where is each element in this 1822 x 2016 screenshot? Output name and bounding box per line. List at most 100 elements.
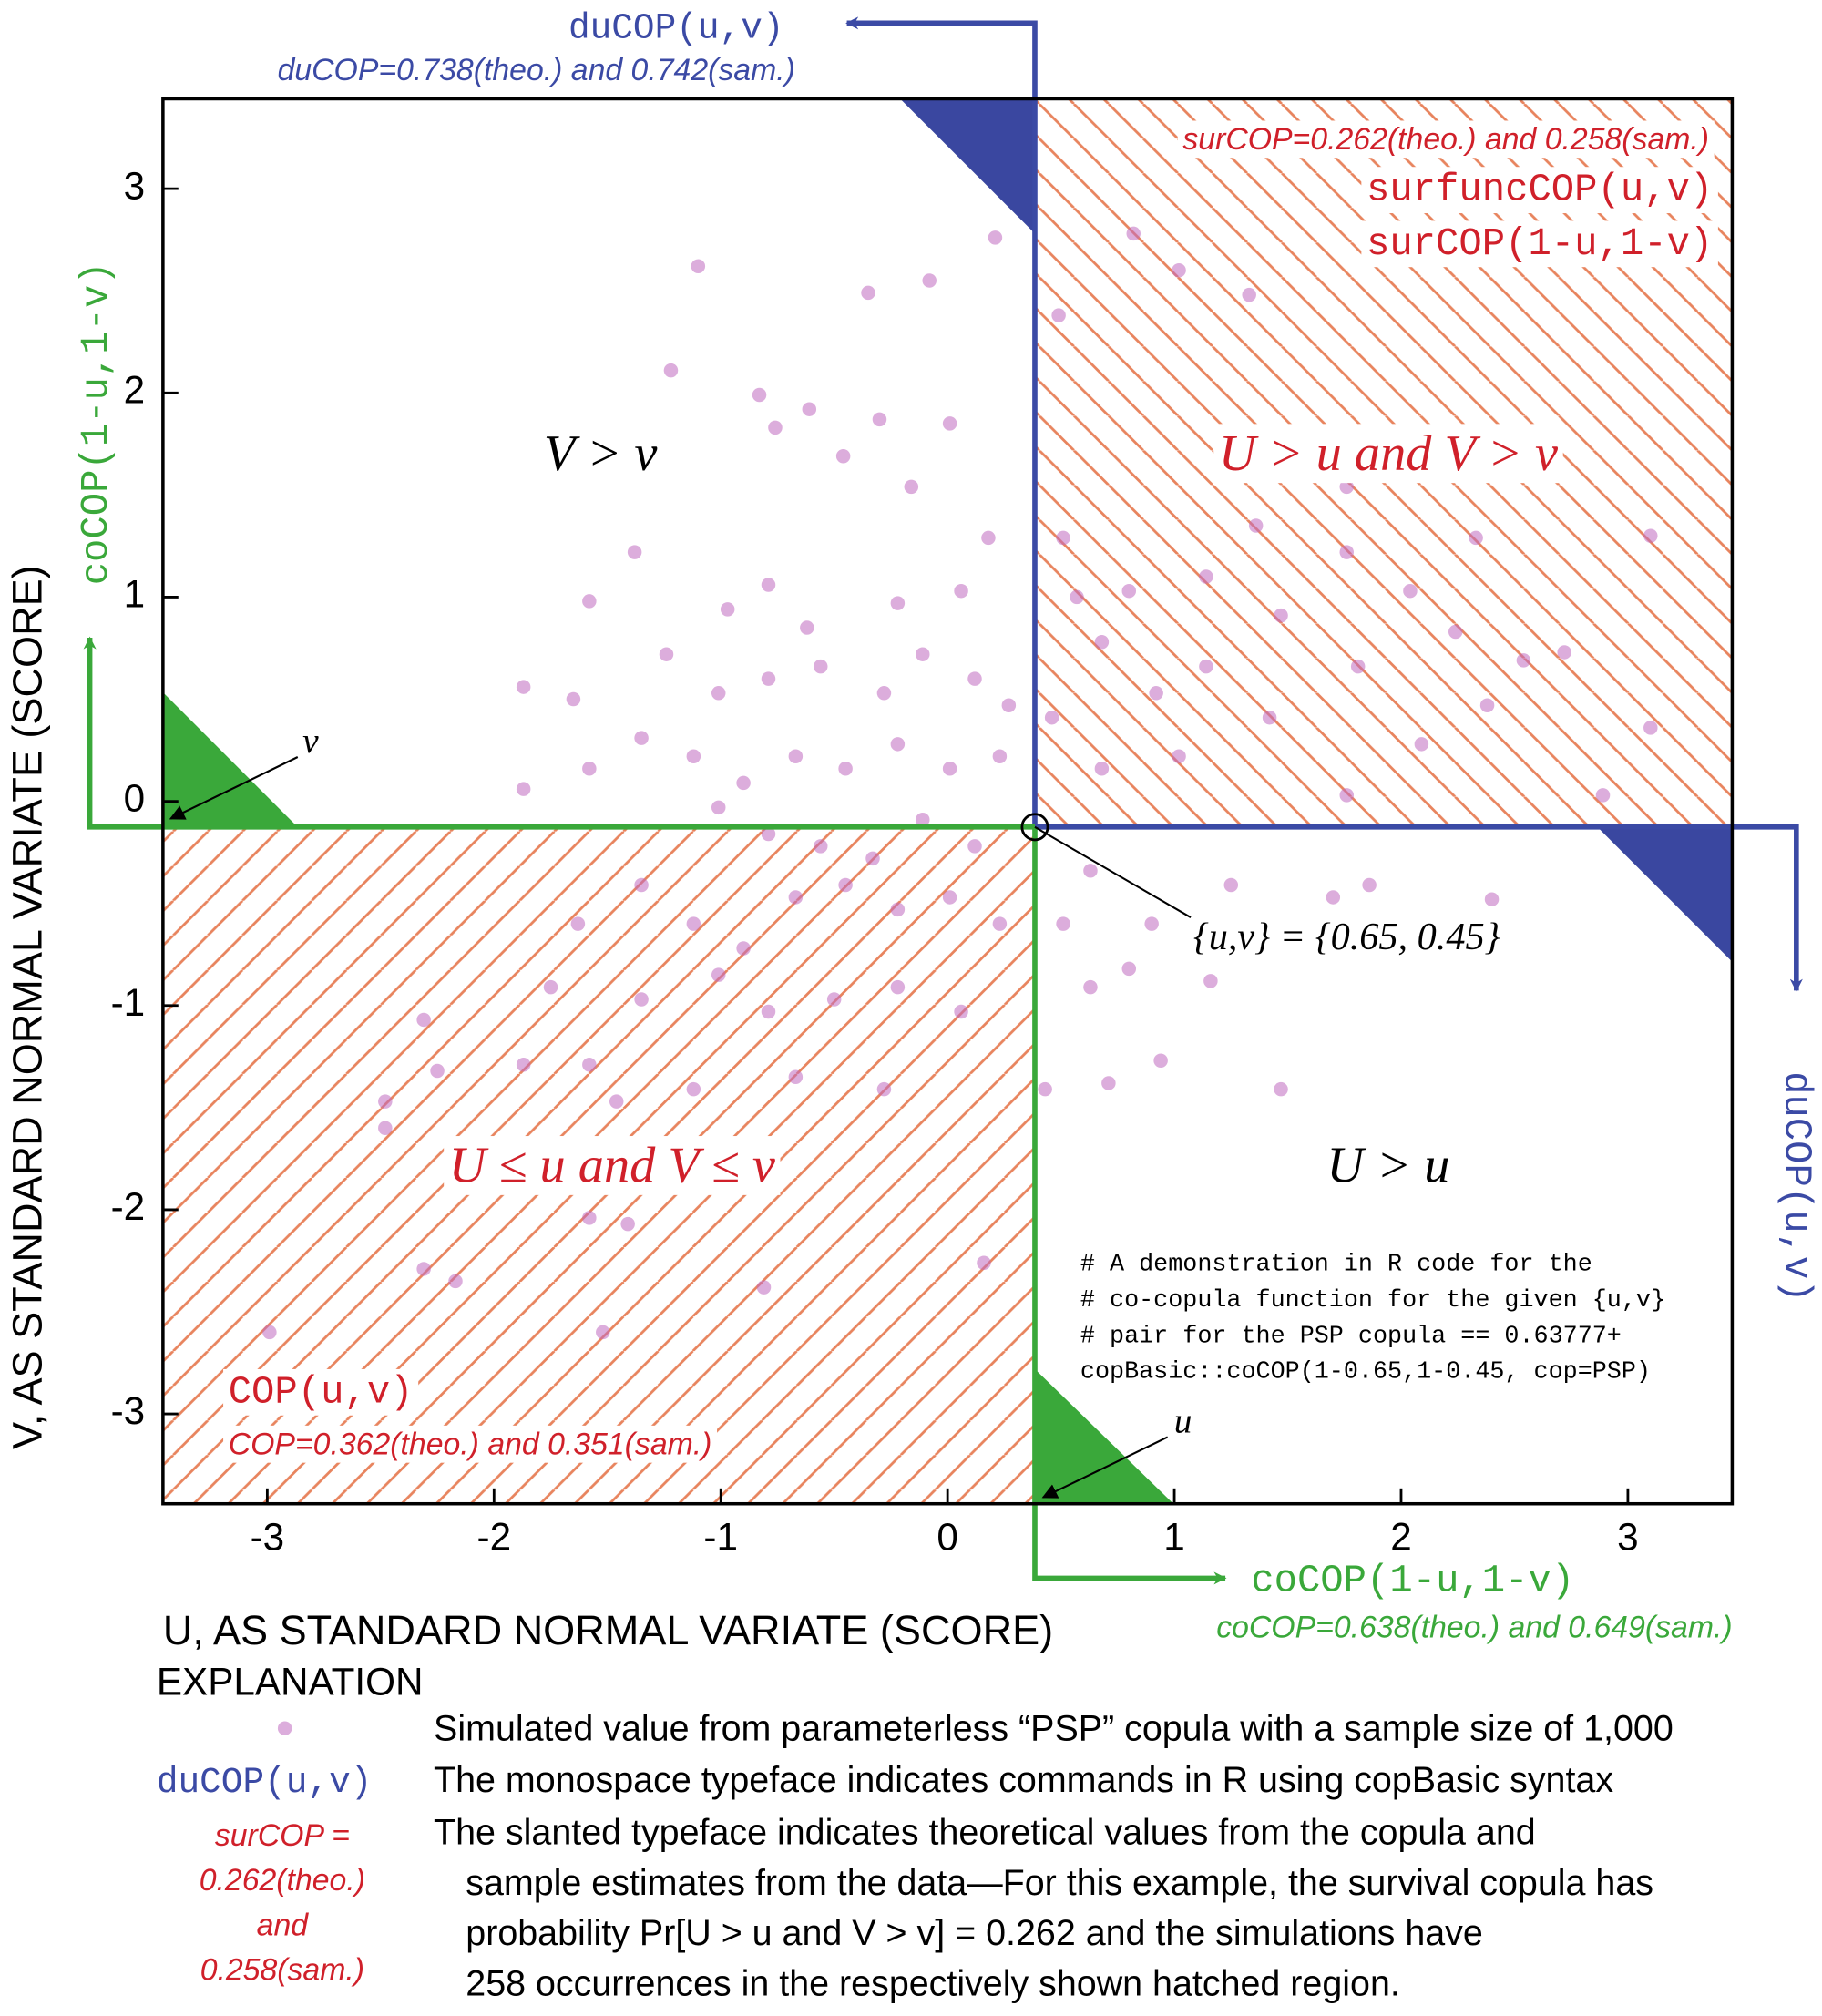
scatter-point — [566, 691, 581, 707]
scatter-point — [1403, 583, 1418, 599]
scatter-point — [1350, 659, 1366, 674]
scatter-point — [634, 731, 649, 745]
leader — [1041, 1436, 1169, 1499]
label-background — [444, 1136, 781, 1195]
scatter-point — [916, 647, 930, 661]
scatter-point — [761, 826, 776, 842]
scatter-point — [890, 902, 906, 917]
scatter-point — [1199, 569, 1213, 584]
legend-text: The slanted typeface indicates theoretic… — [434, 1813, 1536, 1853]
annotation: coCOP=0.638(theo.) and 0.649(sam.) — [1216, 1611, 1732, 1645]
scatter-point — [543, 979, 558, 995]
legend-symbol: 0.258(sam.) — [200, 1953, 364, 1988]
uv-point — [1020, 813, 1049, 842]
legend-text: Simulated value from parameterless “PSP”… — [434, 1708, 1674, 1748]
legend-symbol: 0.262(theo.) — [200, 1863, 365, 1898]
scatter-point — [634, 992, 649, 1007]
scatter-point — [800, 620, 814, 635]
annotation: duCOP=0.738(theo.) and 0.742(sam.) — [278, 53, 795, 87]
scatter-point — [1094, 635, 1110, 650]
x-axis-label: U, AS STANDARD NORMAL VARIATE (SCORE) — [163, 1607, 1053, 1653]
legend-text: 258 occurrences in the respectively show… — [466, 1964, 1400, 2004]
scatter-point — [752, 387, 767, 403]
annotation: V > v — [544, 425, 658, 482]
code-line: # A demonstration in R code for the — [1080, 1251, 1592, 1278]
scatter-point — [813, 839, 828, 854]
scatter-point — [768, 420, 783, 435]
scatter-point — [1248, 518, 1264, 533]
scatter-point — [954, 583, 968, 599]
label-background — [1177, 120, 1715, 159]
scatter-point — [1172, 749, 1186, 764]
scatter-point — [416, 1012, 431, 1028]
scatter-point — [596, 1325, 610, 1340]
scatter-point — [620, 1216, 635, 1232]
du-guide — [845, 16, 1038, 827]
scatter-point — [430, 1063, 445, 1079]
scatter-point — [516, 680, 531, 694]
scatter-point — [954, 1004, 968, 1019]
scatter-point — [788, 749, 804, 764]
scatter-point — [1339, 545, 1354, 559]
scatter-point — [516, 1058, 531, 1072]
x-tick-label: 3 — [1617, 1515, 1639, 1558]
explanation-title: EXPLANATION — [157, 1660, 424, 1703]
scatter-point — [686, 916, 701, 931]
scatter-point — [988, 230, 1003, 245]
annotation: coCOP(1-u,1-v) — [75, 261, 118, 585]
scatter-point — [876, 1081, 892, 1097]
co-guide — [1032, 826, 1227, 1585]
scatter-point — [1274, 1081, 1288, 1097]
scatter-point — [838, 877, 853, 893]
scatter-point — [1199, 659, 1213, 674]
label-background — [1361, 167, 1718, 214]
scatter-point — [1038, 1081, 1052, 1097]
scatter-point — [788, 1069, 804, 1084]
scatter-point — [1643, 721, 1658, 735]
y-tick-label: 0 — [124, 777, 145, 820]
annotation: duCOP(u,v) — [1775, 1071, 1818, 1303]
scatter-point — [1149, 686, 1163, 701]
scatter-point — [1083, 864, 1098, 878]
y-tick-label: 1 — [124, 573, 145, 616]
legend-symbol: duCOP(u,v) — [157, 1762, 373, 1803]
label-background — [223, 1425, 718, 1463]
scatter-point — [1362, 877, 1377, 893]
scatter-point — [1469, 530, 1483, 546]
y-tick-label: -2 — [111, 1185, 146, 1228]
legend-text: probability Pr[U > u and V > v] = 0.262 … — [466, 1913, 1483, 1953]
y-axis-label: V, AS STANDARD NORMAL VARIATE (SCORE) — [5, 565, 51, 1449]
scatter-point — [761, 1004, 776, 1019]
x-tick-label: 2 — [1390, 1515, 1412, 1558]
scatter-point — [262, 1325, 277, 1340]
scatter-point — [582, 761, 597, 776]
co-guide — [83, 636, 1035, 830]
annotation: U > u — [1326, 1137, 1449, 1193]
scatter-point — [720, 602, 735, 617]
scatter-point — [659, 647, 674, 661]
scatter-point — [378, 1121, 393, 1136]
scatter-point — [1595, 788, 1611, 803]
scatter-point — [663, 363, 679, 378]
y-tick-label: -1 — [111, 981, 146, 1024]
scatter-point — [1242, 287, 1256, 302]
scatter-point — [788, 890, 804, 905]
scatter-point — [802, 402, 817, 416]
scatter-point — [448, 1274, 463, 1289]
scatter-point — [904, 479, 919, 495]
scatter-point — [1479, 698, 1495, 712]
scatter-point — [865, 851, 880, 866]
scatter-point — [1326, 890, 1341, 905]
scatter-point — [942, 761, 957, 776]
scatter-point — [609, 1094, 624, 1109]
scatter-point — [1516, 653, 1531, 668]
scatter-point — [922, 273, 937, 288]
scatter-point — [1223, 877, 1239, 893]
scatter-point — [1414, 737, 1429, 752]
scatter-point — [1339, 788, 1354, 803]
leader — [169, 756, 299, 820]
x-tick-label: 1 — [1163, 1515, 1185, 1558]
annotation: surfuncCOP(u,v) — [1366, 169, 1713, 212]
scatter-point — [1070, 589, 1084, 605]
